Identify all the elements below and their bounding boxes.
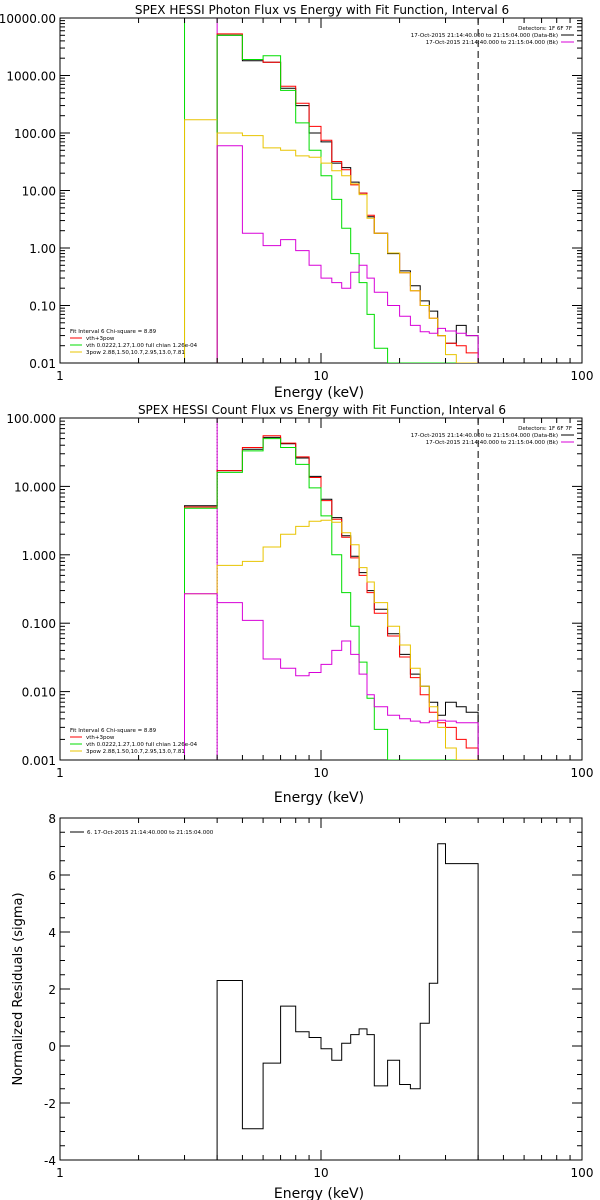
x-tick-label: 1 <box>56 369 64 383</box>
legend-bk: 17-Oct-2015 21:14:40.000 to 21:15:04.000… <box>426 40 558 46</box>
y-tick-label: 100.00 <box>14 127 56 141</box>
y-tick-label: 0 <box>48 1040 56 1054</box>
legend-total: vth+3pow <box>86 735 115 741</box>
count-flux-legend-top: Detectors: 1F 6F 7F 17-Oct-2015 21:14:40… <box>411 426 574 446</box>
count-flux-xlabel: Energy (keV) <box>274 790 364 806</box>
residuals-legend: 6. 17-Oct-2015 21:14:40.000 to 21:15:04.… <box>70 830 214 836</box>
series-vth-3pow <box>216 33 479 363</box>
residuals-xlabel: Energy (keV) <box>274 1186 364 1200</box>
photon-flux-series <box>184 18 479 363</box>
residuals-series <box>216 843 479 1160</box>
photon-flux-plot-frame <box>59 17 583 364</box>
x-tick-label: 1 <box>56 1166 64 1180</box>
series-3pow <box>216 132 479 363</box>
legend-total: vth+3pow <box>86 336 115 342</box>
series-3pow <box>184 519 479 760</box>
y-tick-label: 8 <box>48 812 56 826</box>
series-bk <box>216 145 479 363</box>
count-flux-plot-frame <box>59 417 583 761</box>
y-tick-label: 0.100 <box>22 617 56 631</box>
y-tick-label: 0.01 <box>29 357 56 371</box>
y-tick-label: -4 <box>44 1154 56 1168</box>
legend-detectors: Detectors: 1F 6F 7F <box>518 426 572 432</box>
legend-detectors: Detectors: 1F 6F 7F <box>518 26 572 32</box>
photon-flux-xlabel: Energy (keV) <box>274 385 364 401</box>
legend-data-bk: 17-Oct-2015 21:14:40.000 to 21:15:04.000… <box>411 433 558 439</box>
legend-fit-interval: Fit Interval 6 Chi-square = 8.89 <box>70 728 157 734</box>
count-flux-title: SPEX HESSI Count Flux vs Energy with Fit… <box>138 403 506 417</box>
photon-flux-legend-top: Detectors: 1F 6F 7F 17-Oct-2015 21:14:40… <box>411 26 574 46</box>
x-tick-label: 100 <box>571 1166 594 1180</box>
series-data-bk <box>216 34 479 363</box>
y-tick-label: 0.10 <box>29 300 56 314</box>
residuals-panel: 1 10 100 -4 -2 0 2 4 6 8 6. 17-Oct-2015 21:14:40.… <box>11 812 593 1200</box>
residuals-ticks: 1 10 100 -4 -2 0 2 4 6 8 <box>44 812 593 1180</box>
y-tick-label: 10000.00 <box>0 12 56 26</box>
y-tick-label: 10.00 <box>22 185 56 199</box>
y-tick-label: 100.000 <box>6 412 56 426</box>
segment-0 <box>184 119 218 363</box>
legend-data-bk: 17-Oct-2015 21:14:40.000 to 21:15:04.000… <box>411 33 558 39</box>
y-tick-label: 4 <box>48 926 56 940</box>
y-tick-label: 10.000 <box>14 480 56 494</box>
series-6-17-oct-2015-21-14-40-000-to-21-15-04-000 <box>216 843 479 1160</box>
legend-thermal: vth 0.0222,1.27,1.00 full chian 1.26e-04 <box>86 343 198 349</box>
y-tick-label: 1.00 <box>29 242 56 256</box>
y-tick-label: 1000.00 <box>6 70 56 84</box>
series-bk <box>184 593 479 760</box>
y-tick-label: 1.000 <box>22 549 56 563</box>
count-flux-panel: SPEX HESSI Count Flux vs Energy with Fit… <box>6 403 593 806</box>
series-vth-3pow <box>184 435 479 760</box>
y-tick-label: 6 <box>48 869 56 883</box>
legend-nonthermal: 3pow 2.88,1.50,10.7,2.95,13.0,7.81 <box>86 350 185 356</box>
x-tick-label: 100 <box>571 766 594 780</box>
y-tick-label: 0.001 <box>22 754 56 768</box>
legend-thermal: vth 0.0222,1.27,1.00 full chian 1.26e-04 <box>86 742 198 748</box>
count-flux-ticks: 1 10 100 0.001 0.010 0.100 1.000 10.000 100.000 <box>6 412 593 780</box>
x-tick-label: 10 <box>313 1166 328 1180</box>
x-tick-label: 10 <box>313 766 328 780</box>
legend-residual-interval: 6. 17-Oct-2015 21:14:40.000 to 21:15:04.… <box>87 830 214 836</box>
y-tick-label: 0.010 <box>22 686 56 700</box>
legend-fit-interval: Fit Interval 6 Chi-square = 8.89 <box>70 329 157 335</box>
count-flux-legend-bottom: Fit Interval 6 Chi-square = 8.89 vth+3po… <box>70 728 198 755</box>
y-tick-label: 2 <box>48 983 56 997</box>
y-tick-label: -2 <box>44 1097 56 1111</box>
residuals-plot-frame <box>59 817 583 1161</box>
legend-nonthermal: 3pow 2.88,1.50,10.7,2.95,13.0,7.81 <box>86 749 185 755</box>
series-data-bk <box>184 436 479 760</box>
series-vth <box>216 34 479 363</box>
x-tick-label: 10 <box>313 369 328 383</box>
x-tick-label: 1 <box>56 766 64 780</box>
residuals-ylabel: Normalized Residuals (sigma) <box>11 892 26 1085</box>
series-vth <box>184 438 479 760</box>
x-tick-label: 100 <box>571 369 594 383</box>
count-flux-series <box>184 418 479 760</box>
legend-bk: 17-Oct-2015 21:14:40.000 to 21:15:04.000… <box>426 440 558 446</box>
photon-flux-panel: SPEX HESSI Photon Flux vs Energy with Fi… <box>0 3 593 401</box>
photon-flux-title: SPEX HESSI Photon Flux vs Energy with Fi… <box>135 3 509 17</box>
photon-flux-legend-bottom: Fit Interval 6 Chi-square = 8.89 vth+3po… <box>70 329 198 356</box>
photon-flux-ticks: 1 10 100 0.01 0.10 1.00 10.00 100.00 1000.00 1000… <box>0 12 593 383</box>
